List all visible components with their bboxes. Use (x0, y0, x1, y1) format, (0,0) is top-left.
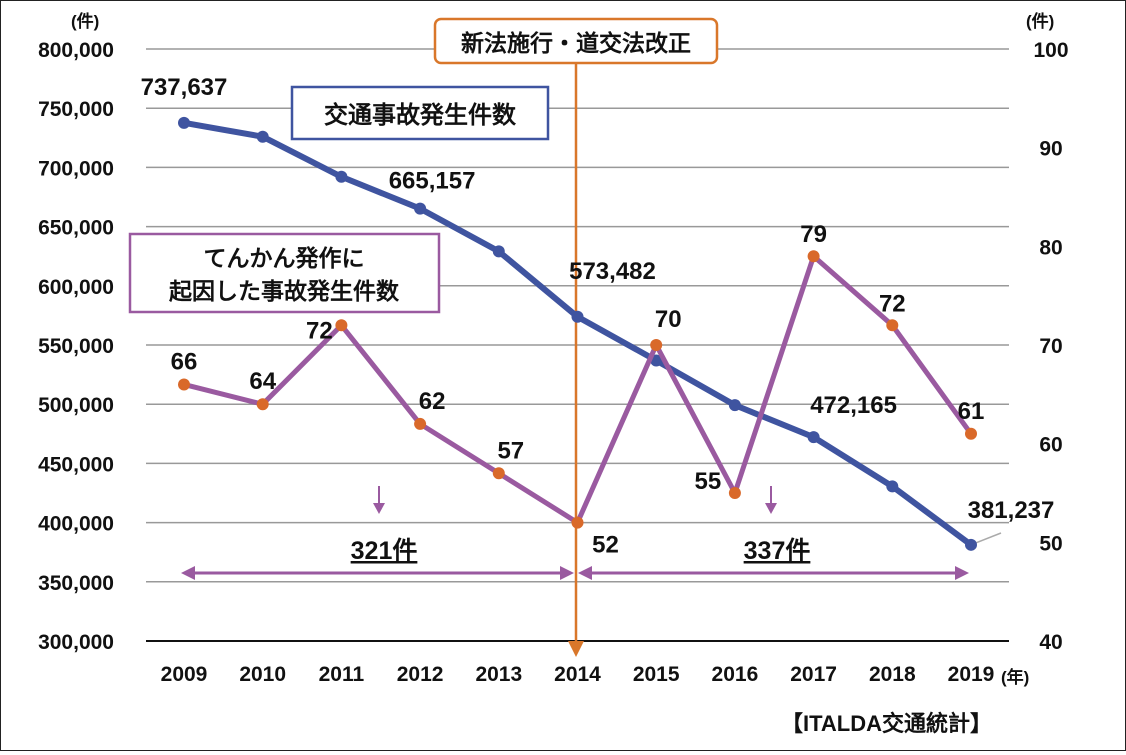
legend-traffic: 交通事故発生件数 (290, 85, 550, 141)
event-annotation: 新法施行・道交法改正 (433, 17, 719, 657)
epilepsy-accidents-data-label: 62 (419, 388, 446, 415)
traffic-accidents-point (256, 130, 269, 143)
traffic-accidents-data-label: 737,637 (141, 74, 228, 101)
source-label: 【ITALDA交通統計】 (781, 711, 992, 736)
epilepsy-accidents-data-label: 70 (655, 306, 682, 333)
x-axis-unit: (年) (1001, 667, 1029, 687)
x-tick-label: 2019 (948, 663, 995, 686)
left-tick-label: 650,000 (38, 217, 114, 240)
epilepsy-accidents-data-label: 57 (497, 437, 524, 464)
period-after-arrow-right (955, 566, 969, 580)
left-tick-label: 800,000 (38, 39, 114, 62)
axis-ticks: 300,000 350,000 400,000 450,000 500,000 550,0… (38, 39, 1068, 686)
x-tick-label: 2016 (712, 663, 759, 686)
epilepsy-accidents-point (256, 398, 269, 411)
traffic-accidents-line (183, 119, 973, 548)
x-tick-label: 2015 (633, 663, 680, 686)
epilepsy-accidents-point (178, 378, 190, 391)
traffic-accidents-point (965, 538, 977, 551)
epilepsy-accidents-data-label: 55 (695, 468, 722, 495)
traffic-accidents-point (807, 431, 820, 444)
epilepsy-accidents-point (414, 417, 427, 430)
traffic-accidents-point (335, 170, 348, 183)
left-axis-unit: (件) (71, 11, 99, 31)
epilepsy-accidents-point (965, 427, 977, 440)
epilepsy-accidents-point (335, 319, 348, 332)
left-tick-label: 450,000 (38, 453, 114, 476)
period-before-total: 321件 (351, 537, 418, 565)
x-tick-label: 2013 (475, 663, 522, 686)
traffic-accidents-point (492, 245, 505, 258)
left-tick-label: 500,000 (38, 394, 114, 417)
event-label-box (433, 17, 719, 65)
event-arrow-head (568, 641, 584, 657)
right-tick-label: 40 (1039, 631, 1062, 654)
period-after-down-arrowhead (765, 503, 777, 514)
period-before-down-arrowhead (373, 503, 385, 514)
x-tick-label: 2018 (869, 663, 916, 686)
left-tick-label: 400,000 (38, 513, 114, 536)
legend-epilepsy: てんかん発作に 起因した事故発生件数 (128, 232, 441, 314)
x-tick-label: 2017 (790, 663, 837, 686)
epilepsy-accidents-point (728, 487, 741, 499)
legend-epilepsy-line2: 起因した事故発生件数 (169, 278, 400, 304)
x-tick-label: 2012 (397, 663, 444, 686)
epilepsy-accidents-point (650, 339, 663, 351)
legend-epilepsy-line1: てんかん発作に (204, 245, 365, 271)
traffic-accidents-point (886, 480, 899, 493)
epilepsy-accidents-data-label: 61 (958, 398, 985, 425)
gridlines (146, 48, 1009, 642)
right-axis-unit: (件) (1026, 11, 1054, 31)
epilepsy-accidents-data-label: 66 (171, 348, 198, 375)
x-tick-label: 2010 (239, 663, 286, 686)
x-tick-label: 2009 (161, 663, 208, 686)
epilepsy-accidents-data-label: 72 (879, 290, 906, 317)
x-tick-label: 2011 (319, 663, 365, 686)
epilepsy-accidents-data-label: 64 (249, 368, 276, 395)
epilepsy-accidents-data-label: 52 (592, 532, 619, 559)
traffic-accidents-data-label: 573,482 (569, 258, 656, 285)
period-before-arrow-left (181, 566, 195, 580)
epilepsy-accidents-point (492, 467, 505, 480)
traffic-accidents-data-label: 381,237 (968, 497, 1055, 524)
left-tick-label: 350,000 (38, 572, 114, 595)
period-after-arrow-left (578, 566, 592, 580)
legend-traffic-label: 交通事故発生件数 (324, 101, 517, 129)
period-after-total: 337件 (744, 537, 811, 565)
right-tick-label: 70 (1039, 335, 1062, 358)
traffic-accidents-data-label: 665,157 (389, 168, 476, 195)
left-tick-label: 750,000 (38, 98, 114, 121)
epilepsy-accidents-point (571, 516, 584, 529)
traffic-accidents-data-label: 472,165 (810, 392, 897, 419)
epilepsy-accidents-point (886, 319, 899, 332)
traffic-accidents-point (571, 310, 584, 323)
epilepsy-accidents-point (807, 250, 820, 263)
event-label: 新法施行・道交法改正 (461, 30, 691, 56)
traffic-accidents-point (414, 202, 427, 215)
right-tick-label: 100 (1033, 39, 1068, 62)
left-tick-label: 300,000 (38, 631, 114, 654)
series-group: 737,637 665,157 573,482 472,165 381,237 66 64 7… (141, 74, 1055, 559)
epilepsy-accidents-data-label: 72 (306, 317, 333, 344)
x-tick-label: 2014 (554, 663, 601, 686)
traffic-accidents-point (728, 399, 741, 412)
epilepsy-accidents-data-label: 79 (800, 221, 827, 248)
left-tick-label: 700,000 (38, 157, 114, 180)
period-annotations: 321件 337件 (181, 486, 969, 580)
left-tick-label: 550,000 (38, 335, 114, 358)
right-tick-label: 50 (1039, 532, 1062, 555)
right-tick-label: 60 (1039, 434, 1062, 457)
right-tick-label: 90 (1039, 138, 1062, 161)
right-tick-label: 80 (1039, 236, 1062, 259)
period-before-arrow-right (560, 566, 574, 580)
traffic-accidents-point (178, 116, 190, 129)
left-tick-label: 600,000 (38, 276, 114, 299)
